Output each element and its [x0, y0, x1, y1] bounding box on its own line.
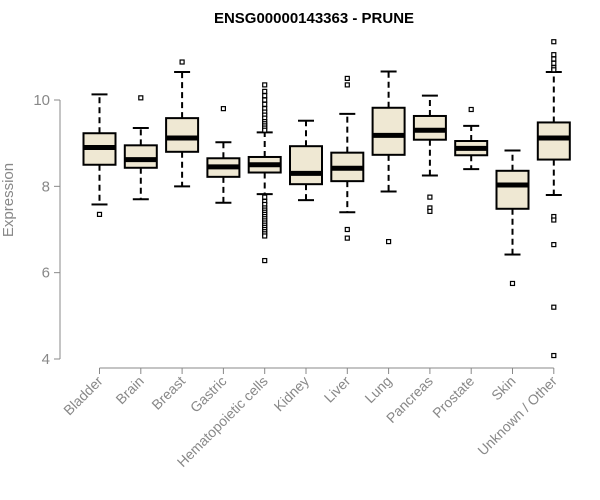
- outlier-point: [427, 208, 433, 214]
- outlier-point: [179, 59, 185, 65]
- outlier-point: [96, 211, 103, 217]
- x-tick-label: Brain: [112, 373, 146, 407]
- outlier-point: [344, 82, 350, 88]
- chart-title: ENSG00000143363 - PRUNE: [214, 10, 414, 27]
- outlier-point: [262, 97, 268, 103]
- outlier-point: [551, 304, 557, 310]
- outlier-point: [138, 95, 144, 101]
- outlier-point: [262, 127, 268, 133]
- x-tick-label: Prostate: [429, 373, 477, 421]
- box-breast: [165, 59, 200, 188]
- outlier-point: [386, 238, 392, 245]
- box-body: [371, 106, 406, 156]
- box-body: [123, 144, 158, 169]
- outlier-point: [551, 56, 557, 62]
- box-kidney: [289, 119, 323, 202]
- outlier-point: [262, 82, 268, 88]
- outlier-point: [344, 226, 350, 233]
- box-body: [289, 145, 323, 186]
- box-body: [536, 121, 571, 161]
- box-unknown-other: [536, 39, 571, 359]
- outlier-point: [262, 88, 268, 94]
- outlier-point: [551, 217, 557, 223]
- outlier-point: [551, 242, 557, 248]
- box-pancreas: [412, 94, 447, 214]
- outlier-point: [551, 352, 557, 359]
- x-tick-label: Bladder: [60, 373, 106, 419]
- box-gastric: [206, 106, 241, 204]
- y-tick-label: 4: [42, 351, 50, 368]
- outlier-point: [551, 52, 557, 58]
- box-liver: [330, 75, 365, 241]
- box-series: [82, 39, 571, 359]
- y-tick-label: 10: [33, 92, 50, 109]
- y-axis-label: Expression: [0, 163, 17, 237]
- box-brain: [123, 95, 158, 201]
- x-tick-label: Kidney: [271, 373, 313, 415]
- box-hematopoietic-cells: [247, 82, 282, 264]
- outlier-point: [262, 257, 268, 264]
- outlier-point: [262, 233, 268, 239]
- x-tick-label: Liver: [321, 373, 354, 406]
- box-prostate: [454, 106, 489, 171]
- box-bladder: [82, 93, 117, 217]
- box-body: [165, 117, 200, 153]
- outlier-point: [344, 75, 350, 82]
- box-skin: [495, 149, 530, 287]
- outlier-point: [551, 39, 557, 45]
- outlier-point: [262, 93, 268, 99]
- y-tick-label: 6: [42, 265, 50, 282]
- x-tick-label: Breast: [148, 373, 188, 413]
- x-tick-label: Lung: [361, 373, 394, 406]
- outlier-point: [509, 280, 516, 287]
- outlier-point: [262, 194, 268, 200]
- outlier-point: [262, 101, 268, 107]
- outlier-point: [220, 106, 226, 112]
- box-lung: [371, 70, 406, 245]
- outlier-point: [551, 67, 557, 73]
- box-body: [495, 169, 530, 210]
- y-tick-label: 8: [42, 178, 50, 195]
- outlier-point: [468, 106, 474, 113]
- x-tick-label: Skin: [488, 373, 519, 404]
- outlier-point: [427, 194, 433, 200]
- outlier-point: [551, 60, 557, 66]
- outlier-point: [344, 235, 350, 241]
- y-axis: 4 6 8 10: [33, 92, 61, 368]
